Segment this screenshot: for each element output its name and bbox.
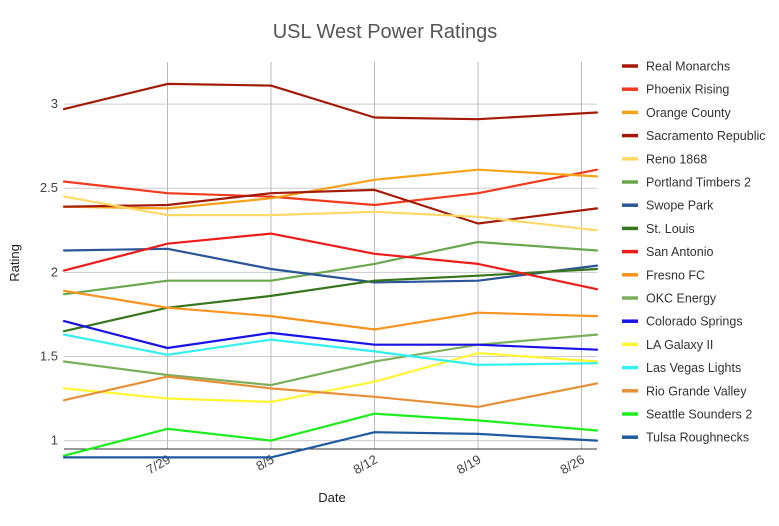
legend-label: Portland Timbers 2 xyxy=(646,176,751,190)
series-line xyxy=(62,240,599,296)
y-tick-label: 3 xyxy=(51,96,58,111)
legend-label: Sacramento Republic xyxy=(646,129,766,143)
legend-label: St. Louis xyxy=(646,222,695,236)
x-axis-label: Date xyxy=(318,490,345,505)
legend-label: Swope Park xyxy=(646,199,714,213)
legend-label: Orange County xyxy=(646,106,732,120)
series-line xyxy=(62,188,599,225)
series-line xyxy=(62,431,599,459)
legend-label: LA Galaxy II xyxy=(646,338,713,352)
series-line xyxy=(62,247,599,284)
legend-label: Fresno FC xyxy=(646,268,705,282)
y-tick-label: 2.5 xyxy=(40,180,58,195)
legend: Real Monarchs Phoenix Rising Orange County… xyxy=(622,60,766,445)
series-line xyxy=(62,375,599,408)
series-line xyxy=(62,232,599,291)
series-lines xyxy=(62,82,599,459)
series-line xyxy=(62,267,599,333)
x-tick-label: 8/19 xyxy=(454,452,483,478)
legend-label: Tulsa Roughnecks xyxy=(646,431,749,445)
series-line xyxy=(62,168,599,210)
series-line xyxy=(62,333,599,366)
y-tick-label: 2 xyxy=(51,264,58,279)
legend-label: Colorado Springs xyxy=(646,315,743,329)
legend-label: Seattle Sounders 2 xyxy=(646,408,752,422)
legend-label: Rio Grande Valley xyxy=(646,384,747,398)
x-tick-label: 8/5 xyxy=(253,452,276,474)
series-line xyxy=(62,320,599,351)
legend-label: Reno 1868 xyxy=(646,152,707,166)
chart-title: USL West Power Ratings xyxy=(273,21,498,43)
y-tick-label: 1 xyxy=(51,433,58,448)
series-line xyxy=(62,352,599,403)
axis-ticks: 1 1.5 2 2.5 3 7/29 8/5 8/12 8/19 8/26 xyxy=(40,96,597,477)
legend-label: Las Vegas Lights xyxy=(646,361,741,375)
legend-label: Phoenix Rising xyxy=(646,83,729,97)
x-tick-label: 8/26 xyxy=(558,452,587,478)
series-line xyxy=(62,412,599,457)
legend-label: OKC Energy xyxy=(646,292,717,306)
y-tick-label: 1.5 xyxy=(40,348,58,363)
y-axis-label: Rating xyxy=(7,244,22,282)
x-tick-label: 7/29 xyxy=(144,452,173,478)
series-line xyxy=(62,195,599,232)
x-tick-label: 8/12 xyxy=(351,452,380,478)
series-line xyxy=(62,289,599,331)
legend-label: San Antonio xyxy=(646,245,713,259)
series-line xyxy=(62,333,599,387)
series-line xyxy=(62,82,599,121)
legend-label: Real Monarchs xyxy=(646,60,730,74)
series-line xyxy=(62,168,599,207)
